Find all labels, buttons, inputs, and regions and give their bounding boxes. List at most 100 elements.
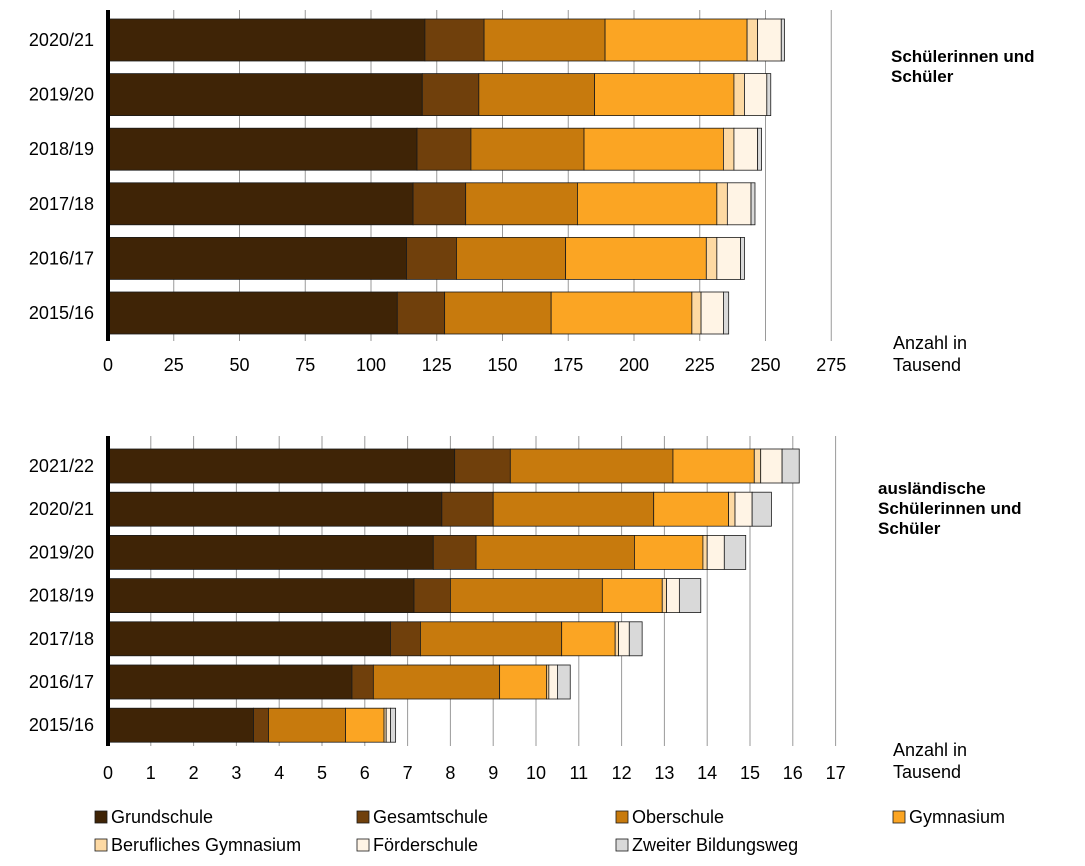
bar-segment — [499, 664, 548, 700]
category-label: 2018/19 — [29, 586, 94, 606]
bar-segment — [740, 236, 745, 280]
x-tick-label: 0 — [103, 355, 113, 375]
bar-segment — [653, 491, 730, 527]
legend-swatch — [356, 810, 370, 824]
category-label: 2017/18 — [29, 629, 94, 649]
bar-segment — [750, 182, 756, 226]
x-tick-label: 16 — [783, 763, 803, 783]
category-label: 2015/16 — [29, 715, 94, 735]
x-tick-label: 12 — [612, 763, 632, 783]
bar-segment — [444, 291, 552, 335]
bar-segment — [666, 578, 680, 613]
bar-segment — [107, 621, 391, 657]
legend-label: Gymnasium — [909, 807, 1005, 827]
category-labels: 2020/21 2019/20 2018/19 2017/18 2016/17 2015/… — [29, 30, 94, 323]
bar-segment — [107, 491, 443, 527]
bar-segment — [390, 621, 421, 657]
legend-item: Berufliches Gymnasium — [94, 835, 301, 855]
x-tick-label: 7 — [403, 763, 413, 783]
bar-segment — [107, 182, 414, 226]
legend-label: Zweiter Bildungsweg — [632, 835, 798, 855]
bar-segment — [753, 448, 762, 484]
legend-swatch — [94, 810, 108, 824]
bar-segment — [107, 664, 353, 700]
x-tick-labels: 0 1 2 3 4 5 6 7 8 9 10 11 12 13 14 15 16 17 — [103, 763, 846, 783]
x-tick-label: 10 — [526, 763, 546, 783]
x-tick-label: 275 — [816, 355, 846, 375]
bar-segment — [412, 182, 467, 226]
legend-label: Berufliches Gymnasium — [111, 835, 301, 855]
bar-segment — [107, 291, 398, 335]
x-tick-label: 125 — [422, 355, 452, 375]
bar-segment — [716, 236, 741, 280]
bar-stacks — [107, 448, 800, 743]
bar-segment — [456, 236, 567, 280]
bar-segment — [766, 73, 772, 116]
x-tick-label: 175 — [553, 355, 583, 375]
legend-label: Gesamtschule — [373, 807, 488, 827]
bar-segment — [372, 664, 501, 700]
bar-segment — [583, 127, 724, 171]
bar-segment — [678, 578, 702, 613]
bar-segment — [726, 182, 752, 226]
bar-segment — [716, 182, 728, 226]
bar-segment — [661, 578, 667, 613]
bar-segment — [413, 578, 451, 613]
x-tick-label: 75 — [295, 355, 315, 375]
x-tick-label: 225 — [685, 355, 715, 375]
bar-segment — [449, 578, 603, 613]
bar-segment — [760, 448, 783, 484]
bar-segment — [441, 491, 494, 527]
bar-segment — [780, 18, 785, 62]
bar-segment — [548, 664, 558, 700]
bar-segment — [728, 491, 736, 527]
legend-label: Oberschule — [632, 807, 724, 827]
panel-total-students: 2020/21 2019/20 2018/19 2017/18 2016/17 2015/… — [29, 10, 1035, 375]
x-tick-label: 6 — [360, 763, 370, 783]
bar-segment — [107, 535, 434, 570]
bar-segment — [550, 291, 693, 335]
bar-segment — [465, 182, 578, 226]
bar-segment — [565, 236, 707, 280]
bar-segment — [561, 621, 616, 657]
x-tick-label: 3 — [231, 763, 241, 783]
bar-segment — [107, 18, 426, 62]
bar-segment — [781, 448, 800, 484]
category-label: 2019/20 — [29, 542, 94, 562]
x-axis-unit-label: Anzahl in Tausend — [893, 333, 967, 375]
x-tick-label: 200 — [619, 355, 649, 375]
bar-segment — [594, 73, 735, 116]
bar-segment — [475, 535, 635, 570]
bar-segment — [744, 73, 768, 116]
bar-segment — [107, 236, 407, 280]
bar-segment — [390, 707, 397, 743]
x-tick-label: 14 — [697, 763, 717, 783]
category-label: 2020/21 — [29, 499, 94, 519]
legend-swatch — [94, 838, 108, 852]
legend-label: Grundschule — [111, 807, 213, 827]
bar-segment — [478, 73, 595, 116]
bar-segment — [557, 664, 571, 700]
x-tick-label: 13 — [654, 763, 674, 783]
legend-item: Gymnasium — [892, 807, 1005, 827]
x-tick-label: 2 — [189, 763, 199, 783]
bar-segment — [577, 182, 718, 226]
bar-segment — [691, 291, 702, 335]
panel-foreign-students: 2021/22 2020/21 2019/20 2018/19 2017/18 2016/… — [29, 436, 1022, 783]
bar-segment — [700, 291, 724, 335]
x-tick-label: 25 — [164, 355, 184, 375]
x-tick-label: 8 — [445, 763, 455, 783]
category-label: 2018/19 — [29, 139, 94, 159]
bar-segment — [614, 621, 620, 657]
bar-segment — [733, 73, 745, 116]
x-tick-label: 100 — [356, 355, 386, 375]
category-label: 2017/18 — [29, 194, 94, 214]
bar-segment — [634, 535, 704, 570]
bar-segment — [751, 491, 772, 527]
bar-segment — [509, 448, 674, 484]
bar-segment — [723, 127, 735, 171]
bar-segment — [424, 18, 485, 62]
bar-segment — [628, 621, 643, 657]
legend-item: Zweiter Bildungsweg — [615, 835, 798, 855]
x-tick-label: 11 — [569, 763, 588, 783]
